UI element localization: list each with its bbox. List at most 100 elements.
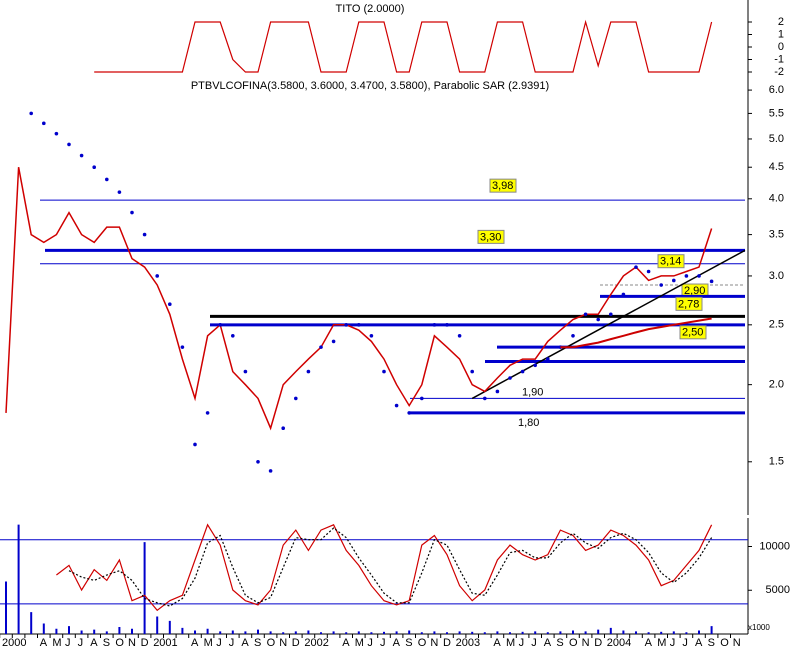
y-tick-label: 10000 [759, 540, 790, 552]
x-tick-label: M [204, 637, 213, 649]
volume-bar [118, 627, 121, 634]
volume-bar [534, 631, 537, 634]
y-tick-label: 6.0 [769, 84, 784, 96]
volume-bar [257, 629, 259, 634]
volume-bar [105, 631, 108, 634]
sar-dot [79, 153, 84, 158]
sar-dot [483, 396, 487, 401]
x-tick-label: J [78, 637, 84, 649]
x-tick-label: A [393, 637, 401, 649]
x-tick-label: J [670, 637, 676, 649]
x-tick-label: A [191, 637, 199, 649]
x-tick-label: S [103, 637, 110, 649]
volume-bar [521, 631, 524, 634]
volume-bar [17, 524, 20, 634]
level-label: 3,30 [480, 231, 501, 243]
y-tick-label: -2 [774, 66, 784, 78]
level-label: 3,98 [492, 180, 513, 192]
volume-bar [269, 631, 272, 634]
y-tick-label: 2.0 [769, 379, 784, 391]
y-tick-label: 4.5 [769, 161, 784, 173]
volume-bar [685, 632, 688, 634]
x-tick-label: J [65, 637, 71, 649]
x-tick-label: O [418, 637, 427, 649]
sar-dot [331, 339, 336, 344]
series-line [68, 527, 713, 607]
sar-dot [29, 111, 33, 116]
x-tick-label: N [430, 637, 438, 649]
sar-dot [281, 426, 286, 431]
x-tick-label: 2002 [304, 637, 328, 649]
sar-dot [306, 369, 311, 374]
sar-dot [596, 317, 600, 322]
x-tick-label: M [355, 637, 364, 649]
volume-bar [572, 630, 574, 634]
volume-bar [68, 626, 70, 634]
volume-bar [408, 630, 411, 634]
x-tick-label: D [141, 637, 149, 649]
sar-dot [180, 345, 185, 349]
sar-dot [520, 369, 525, 374]
x-tick-label: O [720, 637, 729, 649]
x-tick-label: S [556, 637, 563, 649]
x-tick-label: A [544, 637, 552, 649]
sar-dot [168, 302, 172, 306]
y-tick-label: 3.0 [769, 270, 784, 282]
volume-bar [80, 630, 83, 634]
level-label: 1,80 [518, 417, 539, 429]
sar-dot [470, 369, 475, 374]
volume-bar [483, 632, 486, 634]
x-tick-label: 2001 [153, 637, 177, 649]
x-tick-label: 2004 [607, 637, 631, 649]
volume-bar [345, 632, 348, 634]
volume-bar [55, 628, 58, 634]
volume-bar [559, 631, 562, 634]
y-tick-label: 2.5 [769, 319, 784, 331]
sar-dot [105, 177, 109, 182]
volume-bar [181, 627, 184, 634]
sar-dot [445, 323, 449, 327]
y-tick-label: -1 [774, 53, 784, 65]
sar-dot [142, 232, 147, 237]
y-tick-label: 1 [778, 28, 784, 40]
x-tick-label: A [645, 637, 653, 649]
sar-dot [218, 323, 222, 327]
volume-bar [433, 631, 436, 634]
sar-dot [394, 403, 399, 408]
sar-dot [697, 274, 701, 278]
volume-bar [509, 632, 511, 634]
level-label: 1,90 [522, 386, 543, 398]
x-tick-label: M [52, 637, 61, 649]
volume-bar [471, 631, 474, 634]
volume-bar [357, 631, 360, 634]
volume-bar [282, 632, 285, 634]
y-tick-label: 5000 [766, 584, 790, 596]
volume-bar [93, 629, 96, 634]
volume-bar [710, 626, 713, 634]
volume-bar [320, 632, 322, 634]
x-tick-label: A [241, 637, 249, 649]
series-line [5, 167, 713, 431]
volume-bar [635, 631, 637, 634]
sar-dot [231, 333, 235, 338]
sar-dot [193, 442, 197, 447]
sar-dot [621, 292, 626, 297]
sar-dot [583, 312, 588, 317]
volume-bar [584, 631, 587, 634]
volume-bar [672, 631, 675, 634]
volume-bar [231, 630, 234, 634]
volume-bar [458, 631, 461, 634]
x-tick-label: 2003 [456, 637, 480, 649]
sar-dot [634, 265, 638, 269]
x-tick-label: S [254, 637, 261, 649]
y-tick-label: 3.5 [769, 229, 784, 241]
sar-dot [709, 279, 714, 284]
x-tick-label: J [531, 637, 537, 649]
volume-bar [332, 631, 335, 634]
volume-bar [131, 628, 133, 634]
x-tick-label: O [115, 637, 124, 649]
sar-dot [205, 411, 210, 415]
sar-dot [130, 210, 134, 215]
sar-dot [294, 396, 298, 401]
